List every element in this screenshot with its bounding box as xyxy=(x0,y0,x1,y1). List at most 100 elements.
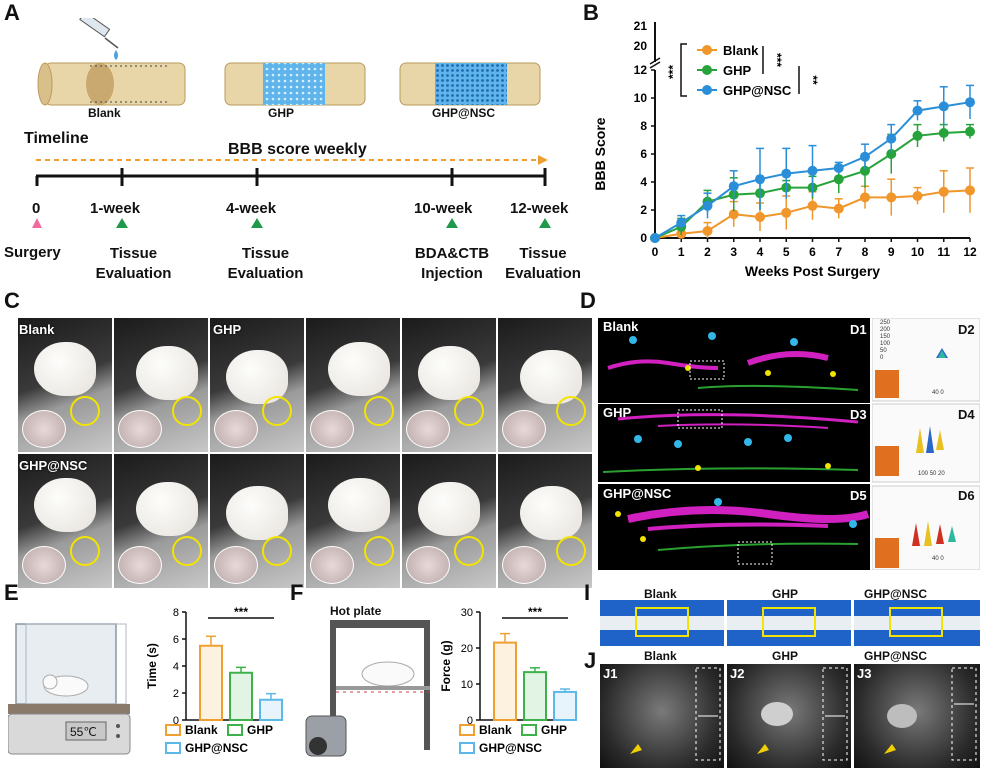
conduit-ghp xyxy=(224,62,366,106)
rat-photo xyxy=(402,454,496,588)
paw-inset xyxy=(118,410,162,448)
data-point xyxy=(702,200,713,211)
y-tick-label: 6 xyxy=(173,634,179,646)
conduit-label-ghp-nsc: GHP@NSC xyxy=(432,106,496,120)
timeline-arrow-label: BBB score weekly xyxy=(228,141,367,158)
y-tick-label: 4 xyxy=(640,175,647,189)
x-axis-label: Weeks Post Surgery xyxy=(745,263,880,279)
legend-swatch xyxy=(459,724,475,736)
milestone-time-3: 10-week xyxy=(414,200,473,217)
x-tick-label: 6 xyxy=(809,245,816,259)
bar xyxy=(229,671,253,721)
mri-tag-j1: J1 xyxy=(603,666,618,681)
bar xyxy=(553,690,577,721)
y-tick-label: 10 xyxy=(634,91,648,105)
rat-photo xyxy=(18,454,112,588)
data-point xyxy=(833,174,844,185)
conduit-blank xyxy=(37,62,186,106)
rat-photo xyxy=(114,454,208,588)
x-tick-label: 10 xyxy=(911,245,925,259)
data-point xyxy=(860,151,870,162)
legend-swatch xyxy=(459,742,475,754)
surface-tag-d2: D2 xyxy=(958,322,975,337)
data-point xyxy=(833,163,844,173)
data-point xyxy=(860,165,870,176)
data-point xyxy=(807,165,818,176)
panel-label-a: A xyxy=(4,0,20,25)
paw-inset xyxy=(22,410,66,448)
y-tick-label: 20 xyxy=(461,643,473,655)
nerve-photos xyxy=(600,600,980,646)
legend-marker xyxy=(702,85,712,95)
data-point xyxy=(912,130,923,141)
significance-label: *** xyxy=(770,53,784,67)
hot-plate-bar-chart: 0 2 4 6 8 Time (s) *** Blank GHP GHP@NSC xyxy=(145,605,283,755)
paw-highlight-circle xyxy=(364,396,394,426)
y-tick-label: 2 xyxy=(640,203,647,217)
panel-label-j: J xyxy=(584,648,597,673)
y-axis-label: BBB Score xyxy=(592,117,608,190)
x-tick-label: 7 xyxy=(835,245,842,259)
rat-figure xyxy=(418,346,480,400)
data-point xyxy=(938,128,949,138)
significance-label: *** xyxy=(528,605,542,619)
fluor-label-ghp-nsc: GHP@NSC xyxy=(603,486,672,501)
y-tick-label: 10 xyxy=(461,679,473,691)
hot-plate-display: 55℃ xyxy=(70,725,97,739)
rat-figure xyxy=(226,486,288,540)
data-point xyxy=(650,233,660,243)
rat-photo xyxy=(306,454,400,588)
data-point xyxy=(912,105,923,116)
fluor-tag-d1: D1 xyxy=(850,322,867,337)
surface-tag-d6: D6 xyxy=(958,488,975,503)
rat-photo xyxy=(498,454,592,588)
legend-label: GHP@NSC xyxy=(185,741,248,755)
surface-x-ticks-1: 40 0 xyxy=(932,390,944,396)
surface-tag-d4: D4 xyxy=(958,407,975,422)
paw-highlight-circle xyxy=(556,536,586,566)
legend-swatch xyxy=(521,724,537,736)
rat-photo xyxy=(306,318,400,452)
surface-x-ticks-2: 100 50 20 xyxy=(918,471,945,477)
panel-label-d: D xyxy=(580,288,596,313)
y-axis-label: Force (g) xyxy=(439,640,453,691)
mri-image-blank xyxy=(600,664,724,768)
mri-label-ghp-nsc: GHP@NSC xyxy=(864,649,928,663)
legend-swatch xyxy=(165,724,181,736)
paw-highlight-circle xyxy=(70,396,100,426)
milestone-time-0: 0 xyxy=(32,200,41,217)
significance-bracket xyxy=(680,43,687,97)
timeline-axis xyxy=(32,155,551,228)
y-tick-label: 2 xyxy=(173,688,179,700)
von-frey-title: Hot plate xyxy=(330,604,382,618)
legend-marker xyxy=(702,65,712,75)
x-tick-label: 12 xyxy=(963,245,977,259)
von-frey-bar-chart: 0 10 20 30 Force (g) *** Blank GHP GHP@NSC xyxy=(439,605,577,755)
data-point xyxy=(938,101,949,112)
paw-highlight-circle xyxy=(556,396,586,426)
mri-label-blank: Blank xyxy=(644,649,677,663)
significance-label: *** xyxy=(234,605,248,619)
legend-label: GHP xyxy=(247,723,273,737)
legend-label: Blank xyxy=(479,723,512,737)
legend-label: GHP xyxy=(723,63,752,78)
x-tick-label: 2 xyxy=(704,245,711,259)
rat-figure xyxy=(520,350,582,404)
data-point xyxy=(728,209,739,220)
milestone-event-0: Surgery xyxy=(4,244,61,261)
legend-label: GHP@NSC xyxy=(723,83,792,98)
legend-label: Blank xyxy=(723,43,759,58)
fluor-tag-d5: D5 xyxy=(850,488,867,503)
data-point xyxy=(965,97,975,108)
y-tick-label: 0 xyxy=(467,715,473,727)
fluorescence-image-ghp xyxy=(598,404,870,482)
data-point xyxy=(912,191,923,201)
paw-highlight-circle xyxy=(454,536,484,566)
y-tick-label: 4 xyxy=(173,661,179,673)
mri-label-ghp: GHP xyxy=(772,649,799,663)
x-tick-label: 9 xyxy=(888,245,895,259)
significance-label: *** xyxy=(666,65,680,79)
data-point xyxy=(755,174,765,185)
rat-figure xyxy=(520,486,582,540)
conduit-ghp-nsc xyxy=(399,62,541,106)
